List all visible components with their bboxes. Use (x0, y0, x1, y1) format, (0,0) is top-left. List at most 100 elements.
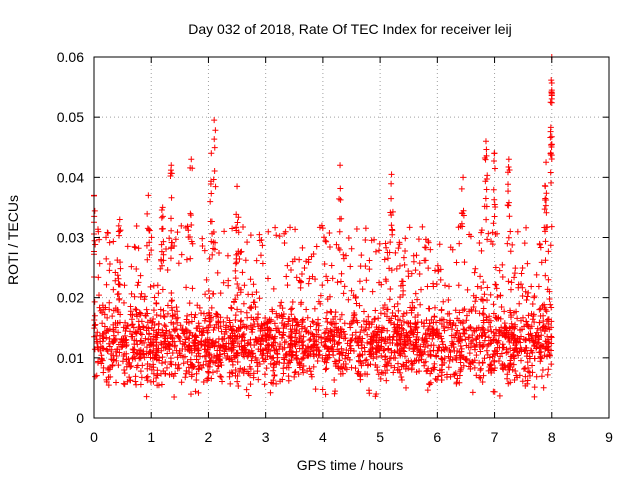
data-point (398, 373, 405, 380)
peak-run-point (91, 207, 98, 214)
data-point (264, 324, 271, 331)
data-point (424, 387, 431, 394)
data-point (172, 236, 179, 243)
data-point (97, 338, 104, 345)
data-point (504, 363, 511, 370)
data-point (268, 379, 275, 386)
data-point (355, 342, 362, 349)
data-point (377, 375, 384, 382)
data-point (406, 345, 413, 352)
data-point (511, 309, 518, 316)
data-point (362, 263, 369, 270)
data-point (120, 299, 127, 306)
data-point (247, 276, 254, 283)
data-point (257, 252, 264, 259)
data-point (384, 306, 391, 313)
data-point (245, 291, 252, 298)
data-point (287, 326, 294, 333)
data-point (172, 342, 179, 349)
data-point (172, 370, 179, 377)
data-point (147, 354, 154, 361)
peak-run-point (541, 206, 548, 213)
peak-run-point (168, 215, 175, 222)
data-point (427, 246, 434, 253)
data-point (331, 326, 338, 333)
data-point (504, 240, 511, 247)
data-point (436, 367, 443, 374)
peak-run-point (143, 242, 150, 249)
data-point (479, 360, 486, 367)
data-point (151, 294, 158, 301)
data-point (477, 374, 484, 381)
data-point (212, 338, 219, 345)
data-point (519, 293, 526, 300)
data-point (547, 301, 554, 308)
data-point (398, 363, 405, 370)
data-point (319, 354, 326, 361)
data-point (248, 314, 255, 321)
data-point (278, 299, 285, 306)
peak-run-point (336, 228, 343, 235)
data-point (548, 304, 555, 311)
data-point (363, 356, 370, 363)
data-point (480, 279, 487, 286)
data-point (496, 327, 503, 334)
data-point (546, 288, 553, 295)
data-point (139, 362, 146, 369)
y-tick-label: 0.01 (57, 350, 84, 366)
data-point (351, 311, 358, 318)
data-point (113, 357, 120, 364)
data-point (340, 255, 347, 262)
data-point (331, 338, 338, 345)
data-point (242, 346, 249, 353)
data-point (202, 291, 209, 298)
data-point (234, 306, 241, 313)
y-tick-label: 0.05 (57, 109, 84, 125)
data-point (400, 310, 407, 317)
data-point (471, 364, 478, 371)
data-point (413, 252, 420, 259)
data-point (352, 295, 359, 302)
data-point (416, 368, 423, 375)
data-point (105, 340, 112, 347)
data-point (198, 328, 205, 335)
data-point (247, 232, 254, 239)
data-point (511, 377, 518, 384)
data-point (304, 368, 311, 375)
data-point (259, 260, 266, 267)
peak-run-point (548, 77, 555, 84)
data-point (194, 302, 201, 309)
data-point (362, 225, 369, 232)
data-point (278, 319, 285, 326)
data-point (115, 362, 122, 369)
data-point (501, 327, 508, 334)
data-point (422, 339, 429, 346)
data-point (372, 307, 379, 314)
data-point (497, 292, 504, 299)
data-point (216, 249, 223, 256)
data-point (128, 331, 135, 338)
data-point (466, 334, 473, 341)
data-point (522, 365, 529, 372)
data-point (104, 347, 111, 354)
data-point (366, 257, 373, 264)
data-point (417, 301, 424, 308)
data-point (365, 313, 372, 320)
data-point (271, 347, 278, 354)
data-point (220, 279, 227, 286)
data-point (507, 314, 514, 321)
data-point (373, 391, 380, 398)
data-point (397, 369, 404, 376)
peak-run-point (187, 210, 194, 217)
data-point (356, 302, 363, 309)
data-point (217, 323, 224, 330)
data-point (301, 264, 308, 271)
data-point (108, 346, 115, 353)
data-point (199, 235, 206, 242)
data-point (210, 239, 217, 246)
data-point (189, 285, 196, 292)
data-point (214, 311, 221, 318)
data-point (169, 307, 176, 314)
data-point (132, 328, 139, 335)
data-point (386, 296, 393, 303)
